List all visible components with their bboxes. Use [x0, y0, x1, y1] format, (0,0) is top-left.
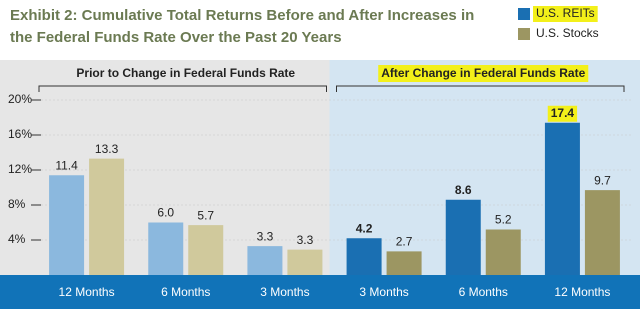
x-tick-label: 6 Months	[161, 285, 210, 299]
x-tick-label: 12 Months	[59, 285, 115, 299]
y-tick-label: 20%	[8, 92, 32, 106]
category-band	[0, 275, 640, 309]
bar	[148, 222, 184, 275]
bar	[386, 251, 422, 275]
bar	[445, 199, 481, 275]
legend-label: U.S. REITs	[536, 6, 595, 20]
value-label: 5.7	[197, 208, 214, 222]
x-tick-label: 12 Months	[554, 285, 610, 299]
y-tick-label: 16%	[8, 127, 32, 141]
bar	[247, 246, 283, 275]
value-label: 8.6	[455, 183, 472, 197]
highlight	[533, 6, 598, 22]
chart-subtitle: the Federal Funds Rate Over the Past 20 …	[10, 29, 342, 46]
chart-title: Exhibit 2: Cumulative Total Returns Befo…	[10, 7, 474, 24]
bar	[584, 190, 620, 275]
group-label: After Change in Federal Funds Rate	[381, 66, 585, 80]
value-label: 5.2	[495, 213, 512, 227]
group-bracket	[336, 85, 625, 92]
legend-label: U.S. Stocks	[536, 26, 599, 40]
legend-swatch	[518, 28, 530, 40]
value-label: 11.4	[55, 158, 78, 172]
value-label: 13.3	[95, 142, 119, 156]
y-tick-label: 8%	[8, 197, 26, 211]
group-bracket	[38, 85, 327, 92]
value-label: 2.7	[396, 235, 413, 249]
x-tick-label: 3 Months	[260, 285, 309, 299]
bar	[188, 225, 224, 275]
bar	[89, 158, 125, 275]
value-label: 4.2	[356, 221, 373, 235]
bar	[346, 238, 382, 275]
bar	[287, 249, 323, 275]
group-label: Prior to Change in Federal Funds Rate	[76, 66, 295, 80]
value-label: 17.4	[551, 106, 575, 120]
value-label: 6.0	[157, 206, 174, 220]
value-label: 3.3	[257, 229, 274, 243]
y-tick-label: 4%	[8, 232, 26, 246]
bar	[485, 229, 521, 275]
y-tick-label: 12%	[8, 162, 32, 176]
bar	[49, 175, 85, 275]
value-label: 9.7	[594, 173, 611, 187]
x-tick-label: 6 Months	[459, 285, 508, 299]
value-label: 3.3	[297, 233, 314, 247]
highlight	[378, 65, 589, 82]
x-tick-label: 3 Months	[359, 285, 408, 299]
bar	[544, 122, 580, 275]
legend-swatch	[518, 8, 530, 20]
highlight	[547, 105, 578, 122]
